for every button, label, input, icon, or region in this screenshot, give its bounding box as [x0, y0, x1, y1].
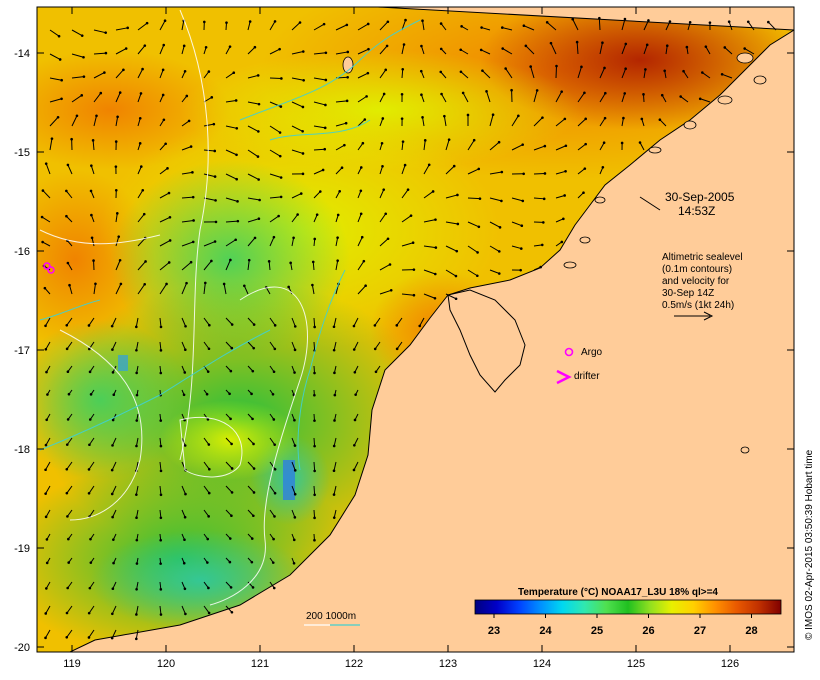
depth-legend: 200 1000m — [304, 611, 360, 626]
x-tick-label: 125 — [627, 658, 645, 670]
scale-arrow-icon — [703, 311, 714, 321]
y-tick-label: -19 — [14, 543, 30, 555]
svg-text:0.5m/s (1kt 24h): 0.5m/s (1kt 24h) — [662, 300, 734, 311]
drifter-icon — [556, 369, 572, 385]
svg-text:and velocity for: and velocity for — [662, 276, 730, 287]
coastal-islands — [342, 52, 767, 454]
argo-marker-west-2 — [47, 266, 55, 274]
x-tick-label: 124 — [533, 658, 551, 670]
y-tick-label: -16 — [14, 246, 30, 258]
colorbar-tick-label: 25 — [591, 625, 603, 637]
peninsula — [447, 289, 526, 393]
svg-text:(0.1m contours): (0.1m contours) — [662, 264, 732, 275]
colorbar-gradient — [474, 599, 782, 615]
svg-text:30-Sep 14Z: 30-Sep 14Z — [662, 288, 714, 299]
colorbar-title: Temperature (°C) NOAA17_L3U 18% ql>=4 — [518, 587, 718, 598]
axis-ticks: 119 120 121 122 123 124 125 126 -14 -15 -16 -17 -18 -… — [14, 7, 794, 670]
date-leader-line — [639, 196, 661, 211]
image-time: 14:53Z — [678, 204, 715, 218]
x-tick-label: 120 — [157, 658, 175, 670]
x-tick-label: 121 — [251, 658, 269, 670]
svg-text:Altimetric sealevel: Altimetric sealevel — [662, 252, 743, 263]
drifter-label: drifter — [574, 371, 600, 382]
colorbar: Temperature (°C) NOAA17_L3U 18% ql>=4 23… — [474, 587, 782, 637]
velocity-arrows — [40, 16, 777, 641]
colorbar-tick-label: 28 — [745, 625, 757, 637]
y-tick-label: -14 — [14, 48, 30, 60]
y-tick-label: -20 — [14, 642, 30, 654]
colorbar-tick-label: 26 — [642, 625, 654, 637]
argo-marker — [564, 347, 574, 357]
colorbar-tick-label: 23 — [488, 625, 500, 637]
credit-text: © IMOS 02-Apr-2015 03:50:39 Hobart time — [804, 449, 815, 640]
x-tick-label: 123 — [439, 658, 457, 670]
x-tick-label: 122 — [345, 658, 363, 670]
svg-text:200 1000m: 200 1000m — [306, 611, 356, 622]
sealevel-contours — [39, 9, 421, 606]
sst-field — [37, 7, 794, 652]
x-tick-label: 119 — [63, 658, 81, 670]
y-tick-label: -15 — [14, 147, 30, 159]
x-tick-label: 126 — [721, 658, 739, 670]
plot-frame — [36, 6, 795, 653]
argo-marker-west — [43, 262, 51, 270]
y-tick-label: -18 — [14, 444, 30, 456]
y-tick-label: -17 — [14, 345, 30, 357]
colorbar-tick-label: 24 — [539, 625, 552, 637]
altimetry-legend: Altimetric sealevel (0.1m contours) and … — [662, 252, 743, 321]
colorbar-tick-label: 27 — [694, 625, 706, 637]
argo-label: Argo — [581, 347, 603, 358]
image-date: 30-Sep-2005 — [665, 190, 735, 204]
